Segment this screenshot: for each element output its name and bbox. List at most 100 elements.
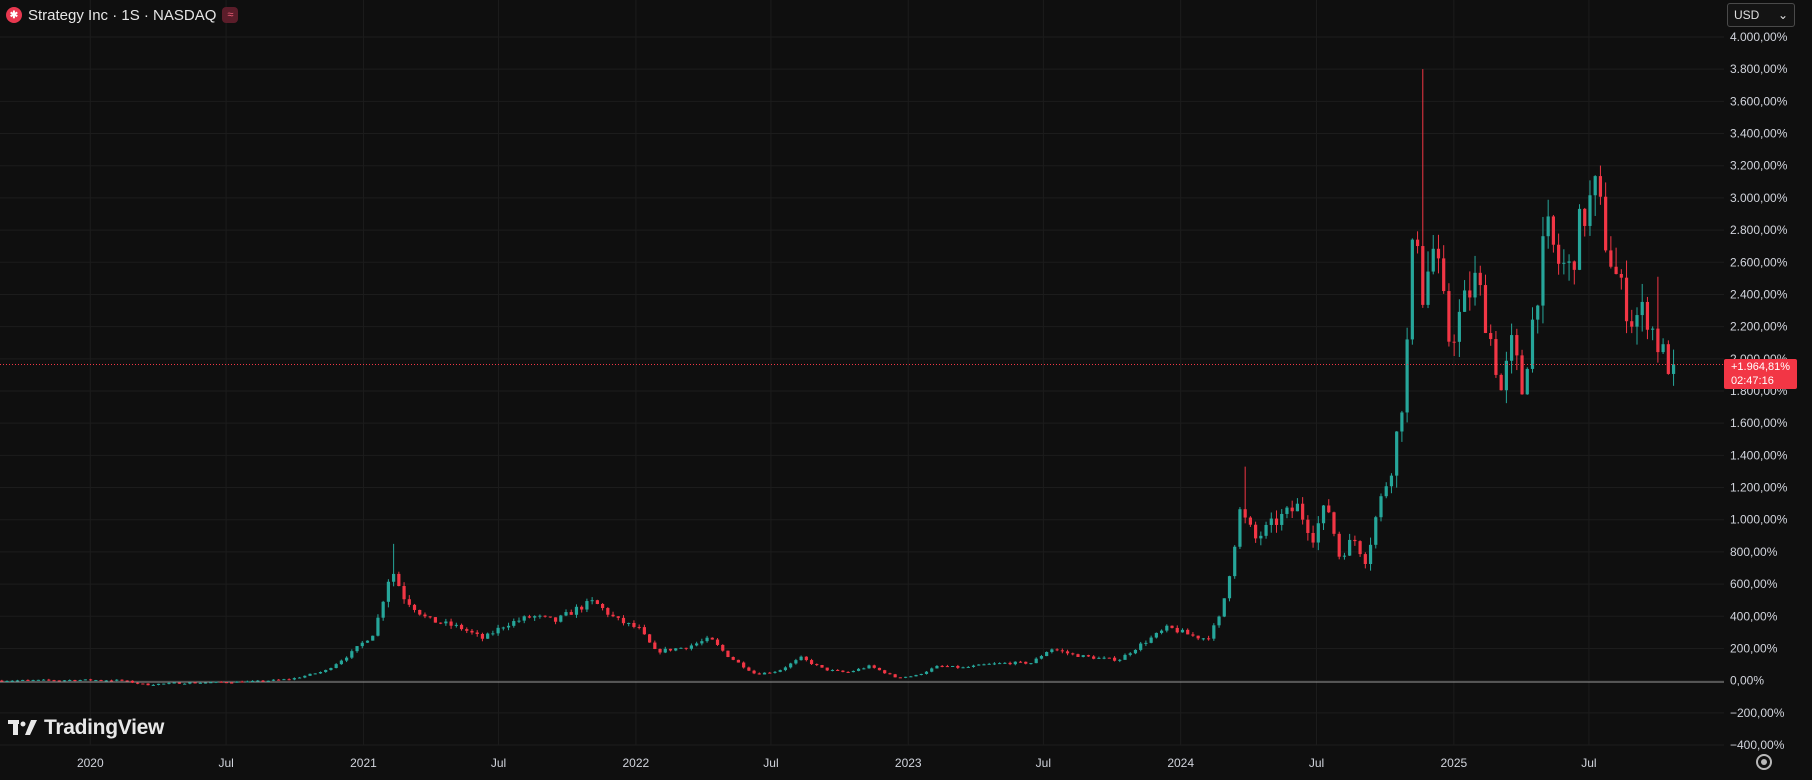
candle-body: [94, 680, 98, 682]
y-tick-label: −200,00%: [1730, 706, 1785, 720]
candle-body: [1207, 638, 1211, 640]
approximation-icon[interactable]: ≈: [222, 7, 239, 23]
candle-body: [1280, 513, 1284, 525]
candle-body: [0, 680, 4, 682]
candle-body: [684, 647, 688, 649]
symbol-header[interactable]: ✱ Strategy Inc · 1S · NASDAQ ≈: [6, 4, 239, 26]
candle-body: [1447, 291, 1451, 342]
candle-body: [1008, 662, 1012, 665]
x-tick-label: Jul: [491, 756, 506, 770]
candle-body: [1624, 277, 1629, 322]
y-tick-label: 2.200,00%: [1730, 320, 1788, 334]
candle-body: [1311, 532, 1315, 543]
candle-body: [1034, 658, 1038, 664]
candle-body: [62, 680, 67, 682]
x-tick-label: Jul: [1581, 756, 1596, 770]
candle-body: [224, 682, 229, 684]
candle-body: [1233, 546, 1237, 577]
candle-body: [742, 662, 746, 668]
candle-body: [1593, 176, 1597, 196]
candle-body: [470, 630, 474, 633]
candle-body: [1332, 512, 1336, 534]
y-tick-label: 0,00%: [1730, 674, 1764, 688]
symbol-title[interactable]: Strategy Inc · 1S · NASDAQ: [28, 6, 217, 24]
candle-body: [392, 573, 396, 582]
candle-body: [365, 640, 370, 643]
candle-body: [794, 660, 798, 664]
candle-body: [1128, 653, 1132, 655]
candle-body: [1264, 524, 1268, 536]
candle-body: [57, 680, 61, 682]
candle-body: [1671, 364, 1676, 374]
candle-body: [78, 680, 82, 682]
candle-body: [1060, 650, 1064, 652]
candle-body: [830, 669, 835, 671]
candle-body: [52, 680, 56, 682]
candle-body: [1301, 503, 1305, 520]
candle-body: [789, 663, 793, 668]
candle-body: [585, 601, 589, 610]
candle-body: [1583, 208, 1587, 226]
candle-body: [1363, 554, 1367, 565]
candle-body: [287, 679, 291, 681]
candle-body: [1045, 652, 1049, 657]
gear-icon[interactable]: [1756, 754, 1772, 770]
candle-body: [564, 612, 568, 616]
candle-body: [1306, 519, 1310, 533]
y-tick-label: 3.800,00%: [1730, 62, 1788, 76]
candle-body: [945, 666, 949, 668]
candle-body: [1165, 625, 1169, 631]
price-axis[interactable]: −400,00% −200,00% 0,00% 200,00% 400,00% 600,0…: [1730, 30, 1788, 752]
tradingview-branding[interactable]: TradingView: [8, 715, 164, 741]
candle-body: [1551, 216, 1555, 245]
candle-body: [261, 680, 265, 682]
candle-body: [109, 680, 114, 682]
candle-body: [1400, 412, 1404, 432]
candle-body: [1348, 539, 1352, 556]
candle-body: [815, 664, 819, 666]
candle-body: [1081, 655, 1085, 657]
bar-countdown: 02:47:16: [1731, 375, 1774, 387]
candle-body: [444, 621, 448, 624]
candle-body: [245, 681, 249, 683]
candle-body: [1321, 505, 1326, 524]
candle-body: [1212, 625, 1216, 639]
candle-body: [1097, 657, 1101, 659]
currency-select[interactable]: USD ⌄: [1727, 3, 1795, 27]
candle-body: [256, 680, 260, 682]
time-axis[interactable]: 2020 Jul 2021 Jul 2022 Jul 2023 Jul 2024 Jul 2025 J…: [77, 756, 1597, 770]
candle-body: [747, 667, 751, 671]
candle-body: [146, 683, 150, 686]
candle-body: [1661, 344, 1665, 353]
candle-body: [1410, 239, 1414, 340]
candle-body: [1123, 654, 1127, 660]
candle-body: [271, 679, 276, 681]
candle-body: [914, 674, 918, 677]
candle-body: [1092, 656, 1096, 659]
y-tick-label: 400,00%: [1730, 609, 1778, 623]
y-tick-label: 1.000,00%: [1730, 513, 1788, 527]
candle-body: [1112, 657, 1117, 661]
candle-body: [334, 664, 338, 668]
candle-body: [156, 683, 161, 685]
y-tick-label: 3.200,00%: [1730, 159, 1788, 173]
candle-body: [230, 682, 234, 684]
candle-body: [674, 648, 678, 651]
candle-body: [177, 682, 182, 684]
candle-body: [1316, 523, 1320, 543]
candle-body: [966, 666, 970, 668]
candle-body: [386, 581, 390, 602]
y-tick-label: 2.600,00%: [1730, 255, 1788, 269]
candle-body: [235, 681, 239, 683]
candle-body: [736, 659, 741, 663]
candle-body: [1651, 328, 1655, 330]
candle-body: [762, 672, 767, 675]
candle-body: [951, 665, 955, 667]
candle-body: [303, 675, 307, 678]
candle-body: [1567, 261, 1571, 263]
candle-body: [1327, 505, 1331, 513]
candle-body: [637, 626, 641, 628]
candle-body: [1144, 642, 1148, 644]
last-price-label: +1.964,81% 02:47:16: [1724, 359, 1797, 389]
